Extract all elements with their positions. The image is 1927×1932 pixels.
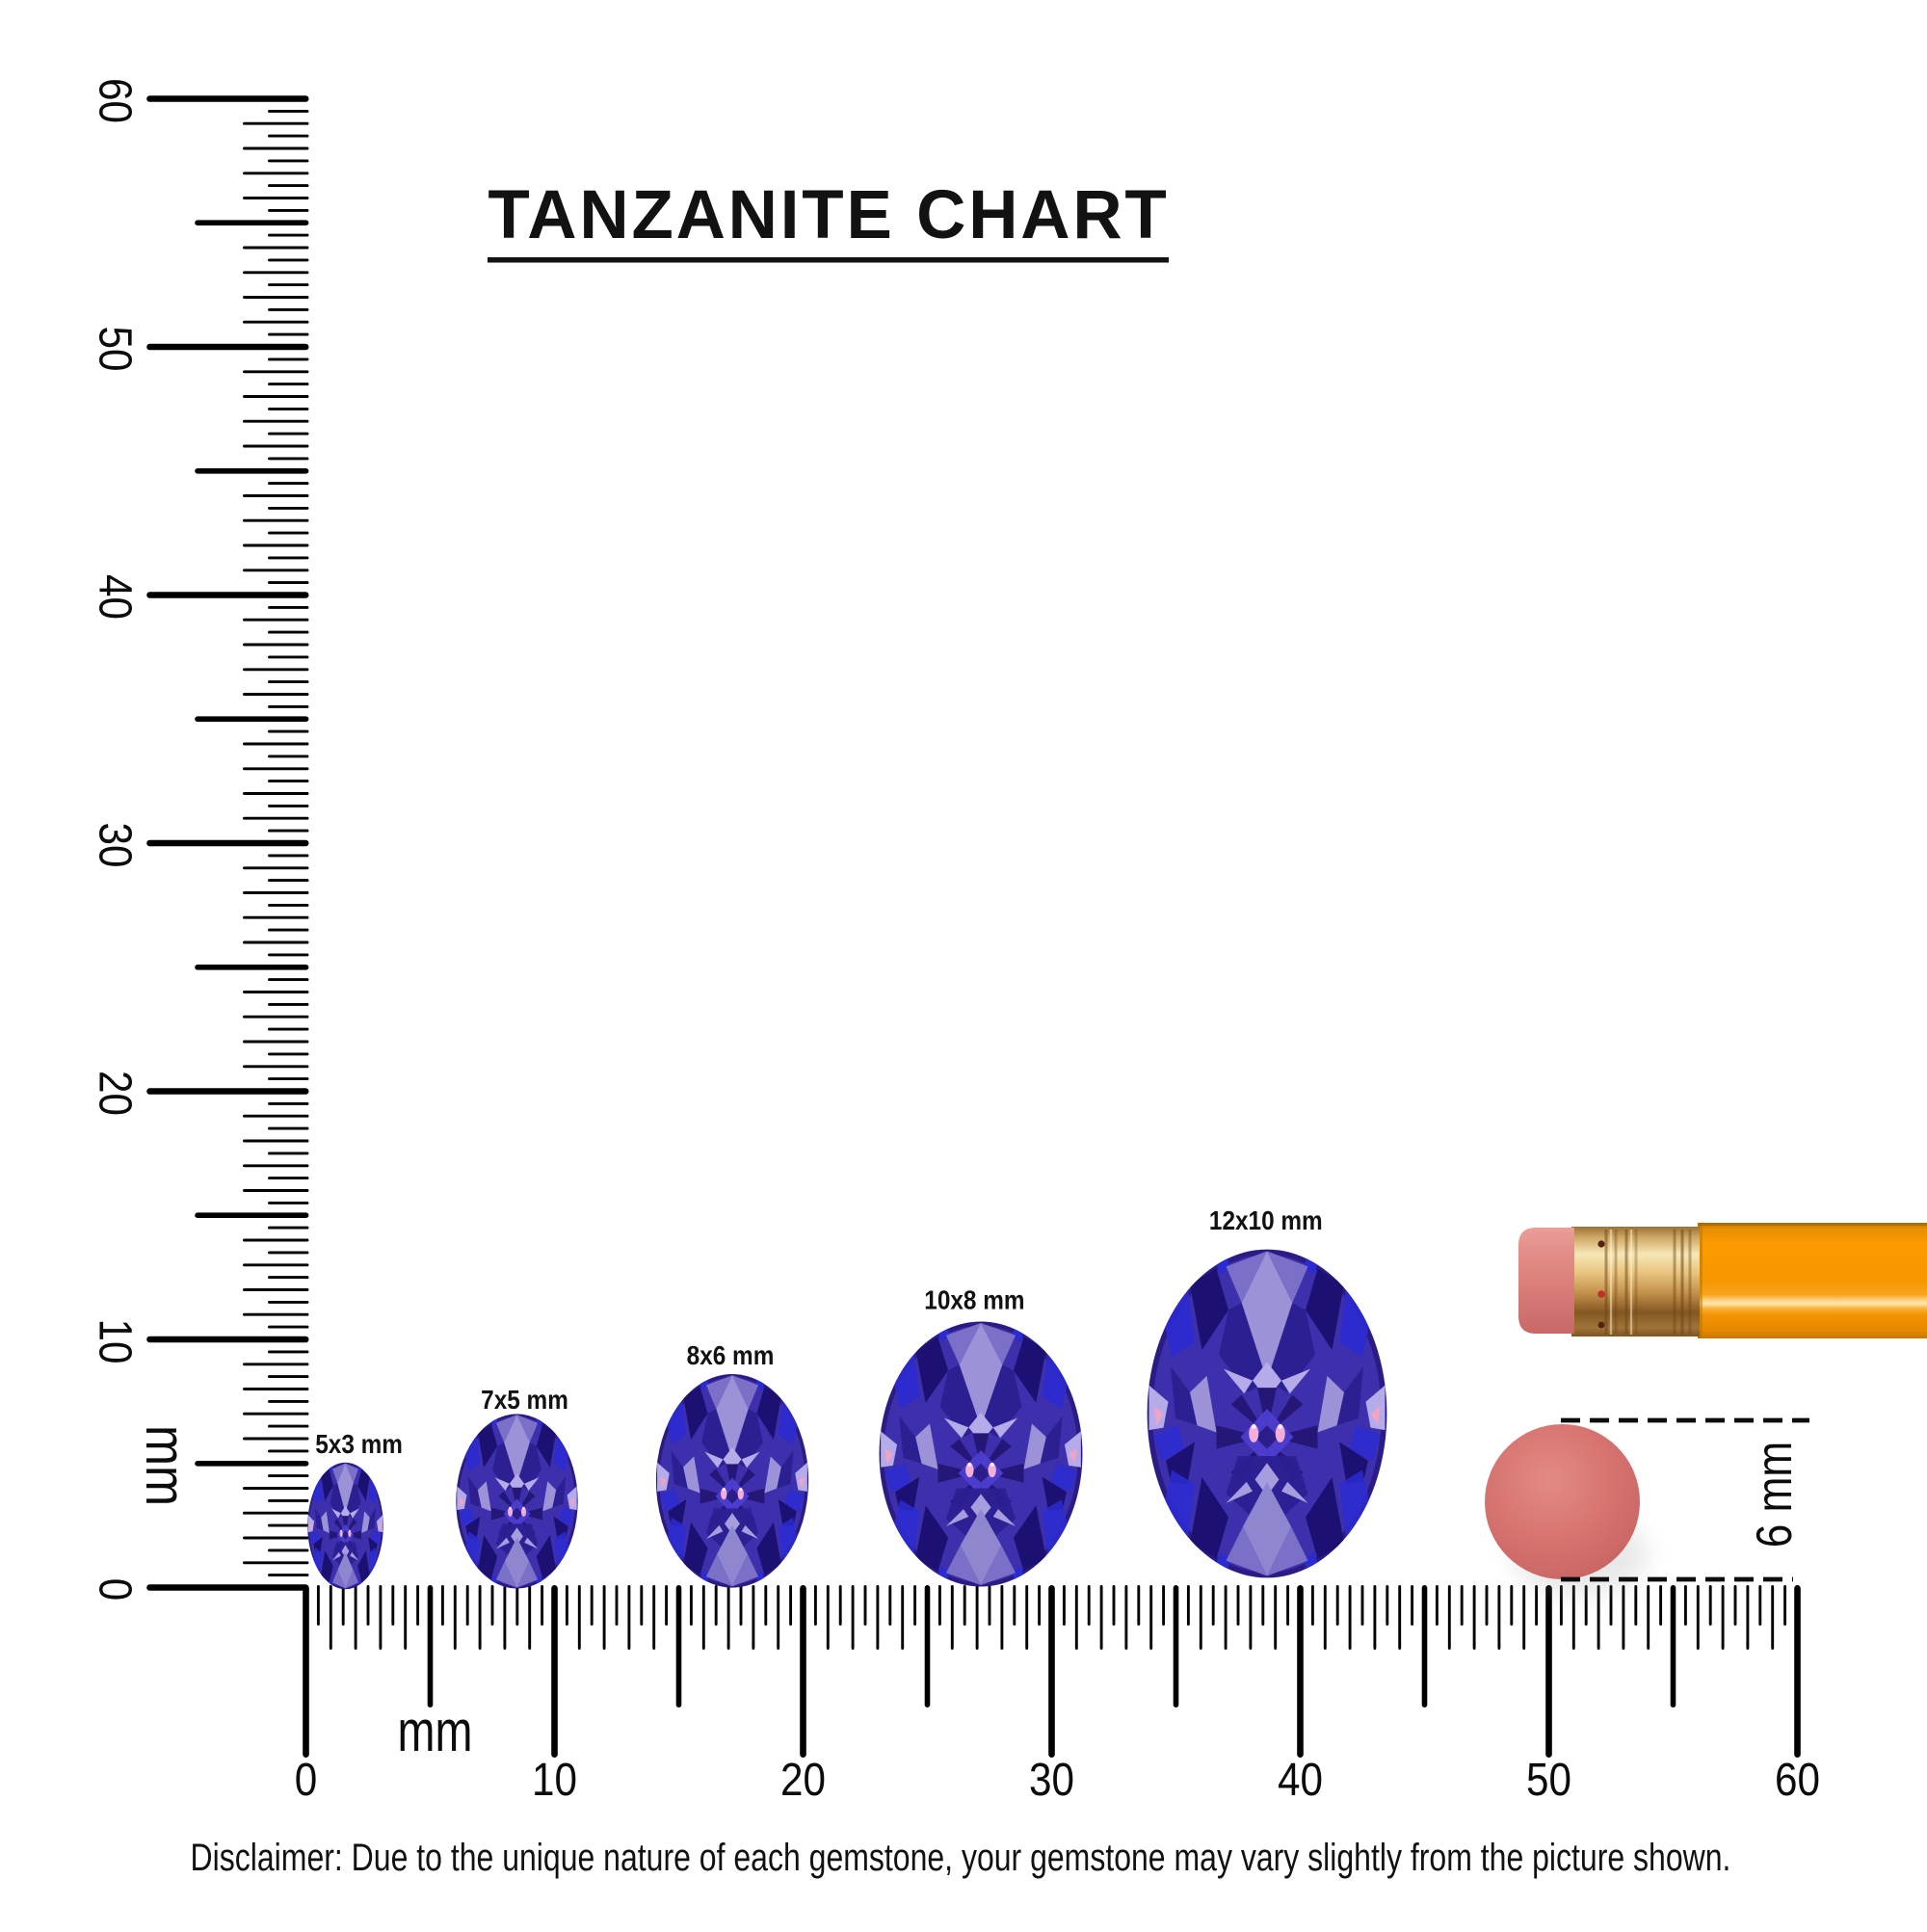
svg-text:TANZANITE CHART: TANZANITE CHART (488, 177, 1169, 253)
svg-text:30: 30 (1029, 1753, 1074, 1805)
svg-text:10: 10 (532, 1753, 577, 1805)
svg-text:60: 60 (1775, 1753, 1820, 1805)
svg-text:5x3 mm: 5x3 mm (315, 1428, 403, 1459)
svg-text:Disclaimer: Due to the unique: Disclaimer: Due to the unique nature of … (191, 1836, 1731, 1879)
svg-text:7x5 mm: 7x5 mm (481, 1384, 568, 1415)
svg-text:0: 0 (295, 1753, 317, 1805)
svg-text:30: 30 (90, 823, 142, 868)
svg-text:20: 20 (90, 1071, 142, 1116)
svg-text:8x6 mm: 8x6 mm (687, 1339, 775, 1370)
svg-text:mm: mm (134, 1425, 197, 1506)
svg-text:mm: mm (398, 1699, 473, 1763)
svg-text:12x10 mm: 12x10 mm (1209, 1204, 1323, 1235)
svg-text:20: 20 (780, 1753, 826, 1805)
svg-text:40: 40 (90, 574, 142, 620)
svg-text:60: 60 (90, 78, 142, 123)
svg-text:10x8 mm: 10x8 mm (924, 1284, 1024, 1315)
svg-text:10: 10 (90, 1319, 142, 1364)
svg-text:50: 50 (90, 327, 142, 372)
svg-text:50: 50 (1526, 1753, 1571, 1805)
svg-text:0: 0 (90, 1578, 142, 1601)
svg-text:40: 40 (1278, 1753, 1323, 1805)
svg-text:6 mm: 6 mm (1747, 1442, 1803, 1548)
